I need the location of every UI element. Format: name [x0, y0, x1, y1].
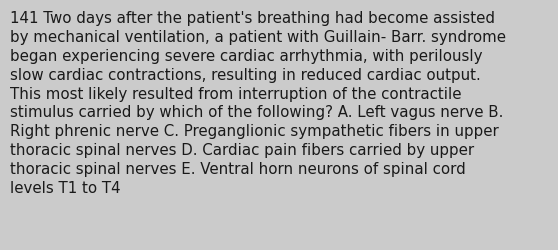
Text: 141 Two days after the patient's breathing had become assisted
by mechanical ven: 141 Two days after the patient's breathi… [10, 11, 506, 195]
